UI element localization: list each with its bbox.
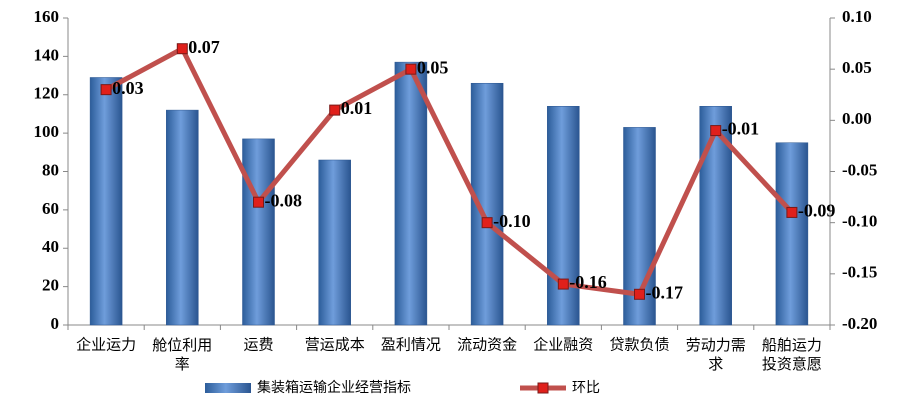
x-tick-label: 流动资金 <box>457 336 517 354</box>
marker <box>176 43 188 55</box>
bar <box>166 109 199 326</box>
x-tick-label: 企业运力 <box>76 336 136 354</box>
y-tick-label: 160 <box>34 7 60 26</box>
line <box>104 46 794 297</box>
x-tick-label: 营运成本 <box>305 336 365 354</box>
data-label: 0.03 <box>112 78 144 98</box>
marker <box>481 217 493 229</box>
marker <box>557 278 569 290</box>
y2-tick-label: 0.10 <box>842 7 872 26</box>
data-label: 0.01 <box>341 98 373 118</box>
marker <box>710 125 722 137</box>
y2-tick-label: 0.05 <box>842 58 872 77</box>
y2-tick-label: -0.15 <box>842 263 877 282</box>
x-tick-label: 运费 <box>243 336 273 354</box>
marker <box>329 104 341 116</box>
y-tick-label: 0 <box>51 314 60 333</box>
legend-label: 环比 <box>572 380 600 396</box>
x-tick-label: 劳动力需求 <box>686 336 746 373</box>
y-tick-label: 80 <box>42 160 59 179</box>
data-label: 0.07 <box>188 37 220 57</box>
data-label: -0.10 <box>493 211 530 231</box>
marker <box>100 84 112 96</box>
data-label: -0.17 <box>646 282 684 302</box>
legend-swatch <box>537 382 549 394</box>
y2-tick-label: -0.05 <box>842 160 877 179</box>
bar <box>775 142 809 326</box>
y-tick-label: 140 <box>34 45 60 64</box>
x-tick-label: 企业融资 <box>533 336 593 354</box>
y2-tick-label: -0.20 <box>842 314 877 333</box>
x-tick-label: 舱位利用率 <box>152 336 212 373</box>
data-label: -0.01 <box>722 119 760 139</box>
bar <box>318 159 351 326</box>
bar <box>89 77 123 326</box>
marker <box>405 63 417 75</box>
data-label: -0.08 <box>265 190 303 210</box>
x-tick-label: 贷款负债 <box>609 336 669 354</box>
marker <box>786 206 798 218</box>
data-label: 0.05 <box>417 57 449 77</box>
y-tick-label: 60 <box>42 199 59 218</box>
y-tick-label: 100 <box>34 122 60 141</box>
y-tick-label: 120 <box>34 84 60 103</box>
marker <box>253 196 264 208</box>
legend-label: 集装箱运输企业经营指标 <box>257 379 411 396</box>
data-label: -0.16 <box>569 272 607 292</box>
y-tick-label: 20 <box>42 276 59 295</box>
bar <box>394 61 428 326</box>
y2-tick-label: -0.10 <box>842 212 877 231</box>
legend-swatch <box>205 383 251 393</box>
x-tick-label: 盈利情况 <box>381 336 441 354</box>
x-tick-label: 船舶运力投资意愿 <box>762 336 822 373</box>
y-tick-label: 40 <box>42 237 59 256</box>
marker <box>634 288 645 300</box>
data-label: -0.09 <box>798 201 836 221</box>
y2-tick-label: 0.00 <box>842 109 872 128</box>
bar <box>242 138 275 326</box>
